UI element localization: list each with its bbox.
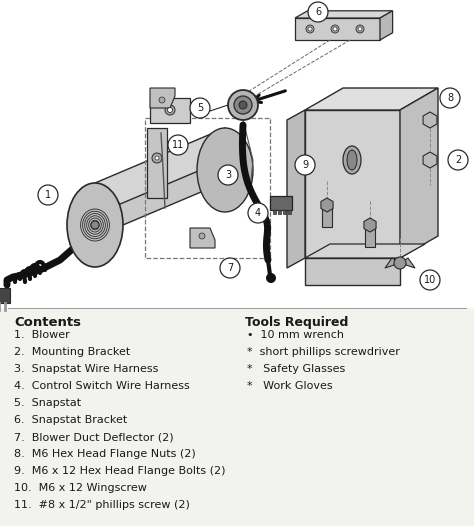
Circle shape — [420, 270, 440, 290]
Polygon shape — [322, 205, 332, 227]
Ellipse shape — [197, 128, 253, 212]
Text: *   Safety Glasses: * Safety Glasses — [247, 364, 345, 374]
Text: 11: 11 — [172, 140, 184, 150]
Text: 3.  Snapstat Wire Harness: 3. Snapstat Wire Harness — [14, 364, 158, 374]
Text: 9.  M6 x 12 Hex Head Flange Bolts (2): 9. M6 x 12 Hex Head Flange Bolts (2) — [14, 466, 226, 476]
Text: 10.  M6 x 12 Wingscrew: 10. M6 x 12 Wingscrew — [14, 483, 147, 493]
Polygon shape — [0, 0, 474, 308]
Circle shape — [218, 165, 238, 185]
Polygon shape — [423, 152, 437, 168]
Circle shape — [440, 88, 460, 108]
Text: 7: 7 — [227, 263, 233, 273]
Polygon shape — [364, 218, 376, 232]
Circle shape — [220, 258, 240, 278]
Polygon shape — [400, 88, 438, 258]
Polygon shape — [150, 98, 190, 123]
Polygon shape — [305, 244, 425, 258]
Text: 9: 9 — [302, 160, 308, 170]
Ellipse shape — [347, 150, 357, 170]
Polygon shape — [278, 210, 281, 214]
Polygon shape — [365, 225, 375, 247]
Text: 4: 4 — [255, 208, 261, 218]
Polygon shape — [305, 258, 400, 285]
Polygon shape — [0, 288, 10, 303]
Text: 10: 10 — [424, 275, 436, 285]
Circle shape — [228, 90, 258, 120]
Circle shape — [394, 257, 406, 269]
Text: 11.  #8 x 1/2" phillips screw (2): 11. #8 x 1/2" phillips screw (2) — [14, 500, 190, 510]
Polygon shape — [150, 88, 175, 108]
Polygon shape — [287, 110, 305, 268]
Polygon shape — [295, 11, 392, 18]
Circle shape — [167, 107, 173, 113]
Polygon shape — [385, 258, 400, 268]
Text: Contents: Contents — [14, 316, 81, 329]
Circle shape — [308, 2, 328, 22]
Circle shape — [91, 221, 99, 229]
Text: 1.  Blower: 1. Blower — [14, 330, 70, 340]
Text: 2: 2 — [455, 155, 461, 165]
Text: 5.  Snapstat: 5. Snapstat — [14, 398, 81, 408]
Text: *   Work Gloves: * Work Gloves — [247, 381, 333, 391]
Polygon shape — [270, 196, 292, 210]
Circle shape — [358, 27, 362, 31]
Circle shape — [331, 25, 339, 33]
Circle shape — [38, 185, 58, 205]
Text: 2.  Mounting Bracket: 2. Mounting Bracket — [14, 347, 130, 357]
Circle shape — [152, 153, 162, 163]
Circle shape — [248, 203, 268, 223]
Circle shape — [308, 27, 312, 31]
Circle shape — [234, 96, 252, 114]
Circle shape — [239, 101, 247, 109]
Circle shape — [168, 135, 188, 155]
Polygon shape — [288, 210, 291, 214]
Polygon shape — [321, 198, 333, 212]
Circle shape — [165, 105, 175, 115]
Circle shape — [333, 27, 337, 31]
Text: *  short phillips screwdriver: * short phillips screwdriver — [247, 347, 400, 357]
Circle shape — [190, 98, 210, 118]
Text: 4.  Control Switch Wire Harness: 4. Control Switch Wire Harness — [14, 381, 190, 391]
Polygon shape — [295, 18, 380, 40]
Text: 1: 1 — [45, 190, 51, 200]
Text: 3: 3 — [225, 170, 231, 180]
Polygon shape — [67, 170, 253, 225]
Text: 7.  Blower Duct Deflector (2): 7. Blower Duct Deflector (2) — [14, 432, 173, 442]
Circle shape — [199, 233, 205, 239]
Circle shape — [356, 25, 364, 33]
Ellipse shape — [343, 146, 361, 174]
Circle shape — [266, 273, 276, 283]
Circle shape — [295, 155, 315, 175]
Circle shape — [448, 150, 468, 170]
Text: 6.  Snapstat Bracket: 6. Snapstat Bracket — [14, 415, 127, 425]
Text: 8: 8 — [447, 93, 453, 103]
Polygon shape — [305, 110, 400, 258]
Ellipse shape — [67, 183, 123, 267]
Polygon shape — [380, 11, 392, 40]
Text: •  10 mm wrench: • 10 mm wrench — [247, 330, 344, 340]
Polygon shape — [423, 112, 437, 128]
Circle shape — [306, 25, 314, 33]
Circle shape — [159, 97, 165, 103]
Text: 6: 6 — [315, 7, 321, 17]
Polygon shape — [400, 258, 415, 268]
Text: 5: 5 — [197, 103, 203, 113]
Polygon shape — [283, 210, 286, 214]
Text: 8.  M6 Hex Head Flange Nuts (2): 8. M6 Hex Head Flange Nuts (2) — [14, 449, 196, 459]
Polygon shape — [147, 128, 167, 198]
Text: Tools Required: Tools Required — [246, 316, 349, 329]
Polygon shape — [95, 128, 250, 204]
Polygon shape — [305, 88, 438, 110]
Circle shape — [155, 156, 159, 160]
Polygon shape — [273, 210, 276, 214]
Polygon shape — [190, 228, 215, 248]
